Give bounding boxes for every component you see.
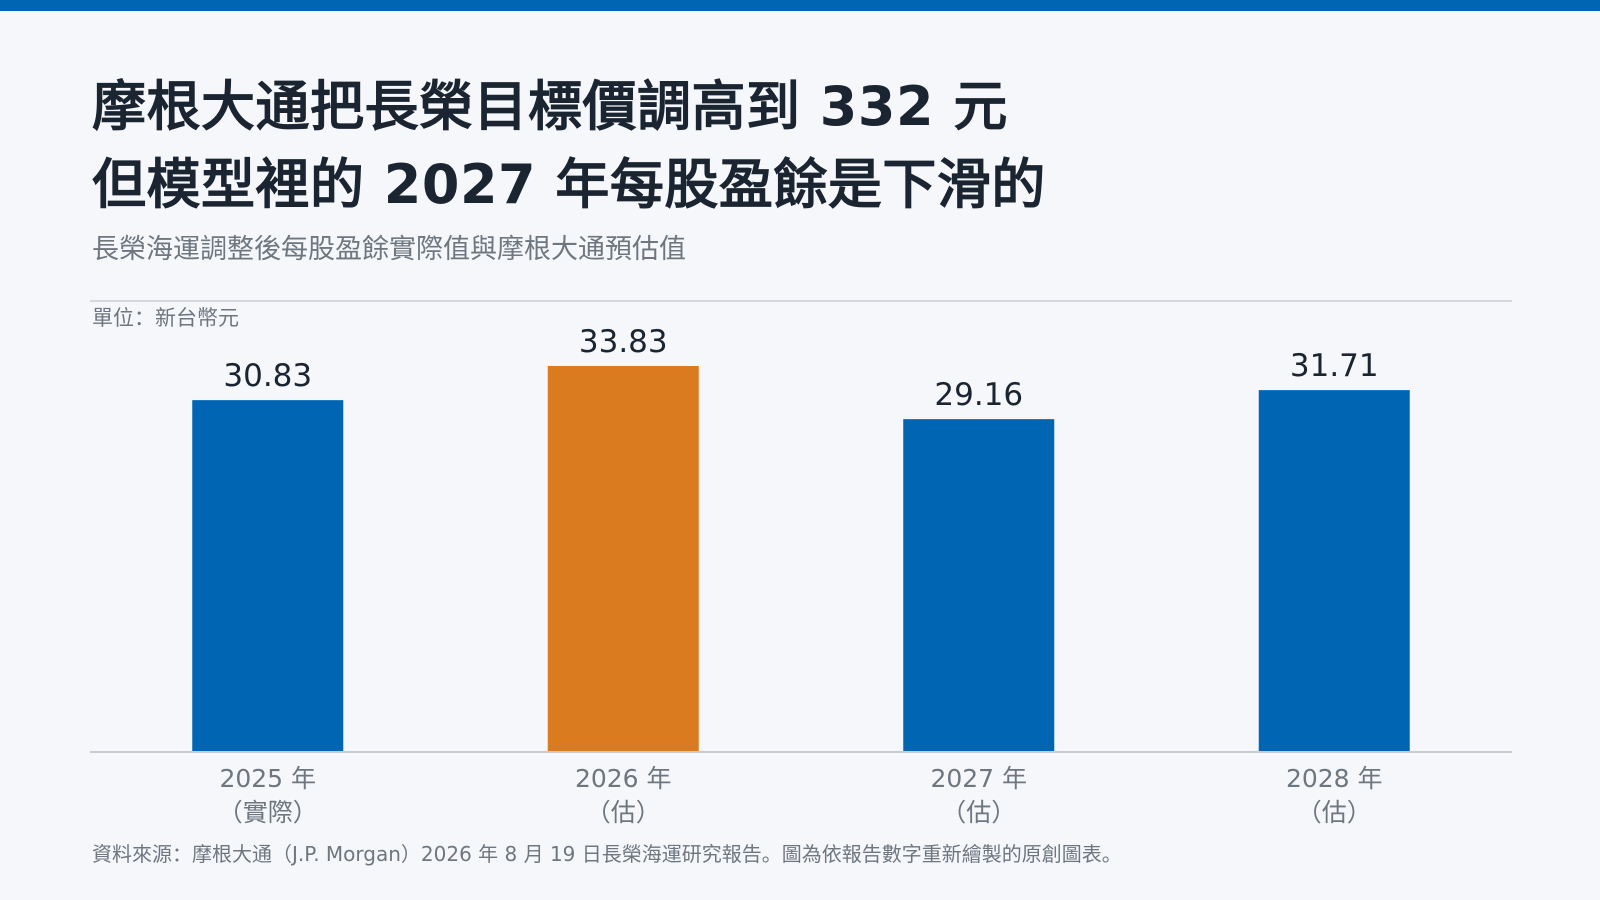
bar-1 xyxy=(547,366,699,751)
bar-0 xyxy=(192,400,344,751)
bar-2 xyxy=(903,419,1055,751)
x-tick-note-0: （實際） xyxy=(218,798,318,827)
x-tick-label-0: 2025 年 xyxy=(219,764,316,793)
x-tick-note-1: （估） xyxy=(586,798,661,827)
bar-3 xyxy=(1258,390,1410,751)
source-note: 資料來源：摩根大通（J.P. Morgan）2026 年 8 月 19 日長榮海… xyxy=(92,842,1122,866)
unit-label: 單位：新台幣元 xyxy=(92,306,239,330)
data-label-2: 29.16 xyxy=(934,377,1023,413)
chart-title: 摩根大通把長榮目標價調高到 332 元 但模型裡的 2027 年每股盈餘是下滑的 xyxy=(92,68,1046,224)
data-label-1: 33.83 xyxy=(579,324,668,360)
title-line-2: 但模型裡的 2027 年每股盈餘是下滑的 xyxy=(92,153,1046,216)
x-tick-label-3: 2028 年 xyxy=(1286,764,1383,793)
top-accent-bar xyxy=(0,0,1600,11)
x-tick-note-3: （估） xyxy=(1297,798,1372,827)
x-tick-label-1: 2026 年 xyxy=(575,764,672,793)
chart-subtitle: 長榮海運調整後每股盈餘實際值與摩根大通預估值 xyxy=(92,234,686,265)
x-tick-label-2: 2027 年 xyxy=(930,764,1027,793)
data-label-0: 30.83 xyxy=(223,358,312,394)
data-label-3: 31.71 xyxy=(1290,348,1379,384)
x-tick-note-2: （估） xyxy=(941,798,1016,827)
title-line-1: 摩根大通把長榮目標價調高到 332 元 xyxy=(92,75,1008,138)
header-divider xyxy=(90,300,1512,302)
